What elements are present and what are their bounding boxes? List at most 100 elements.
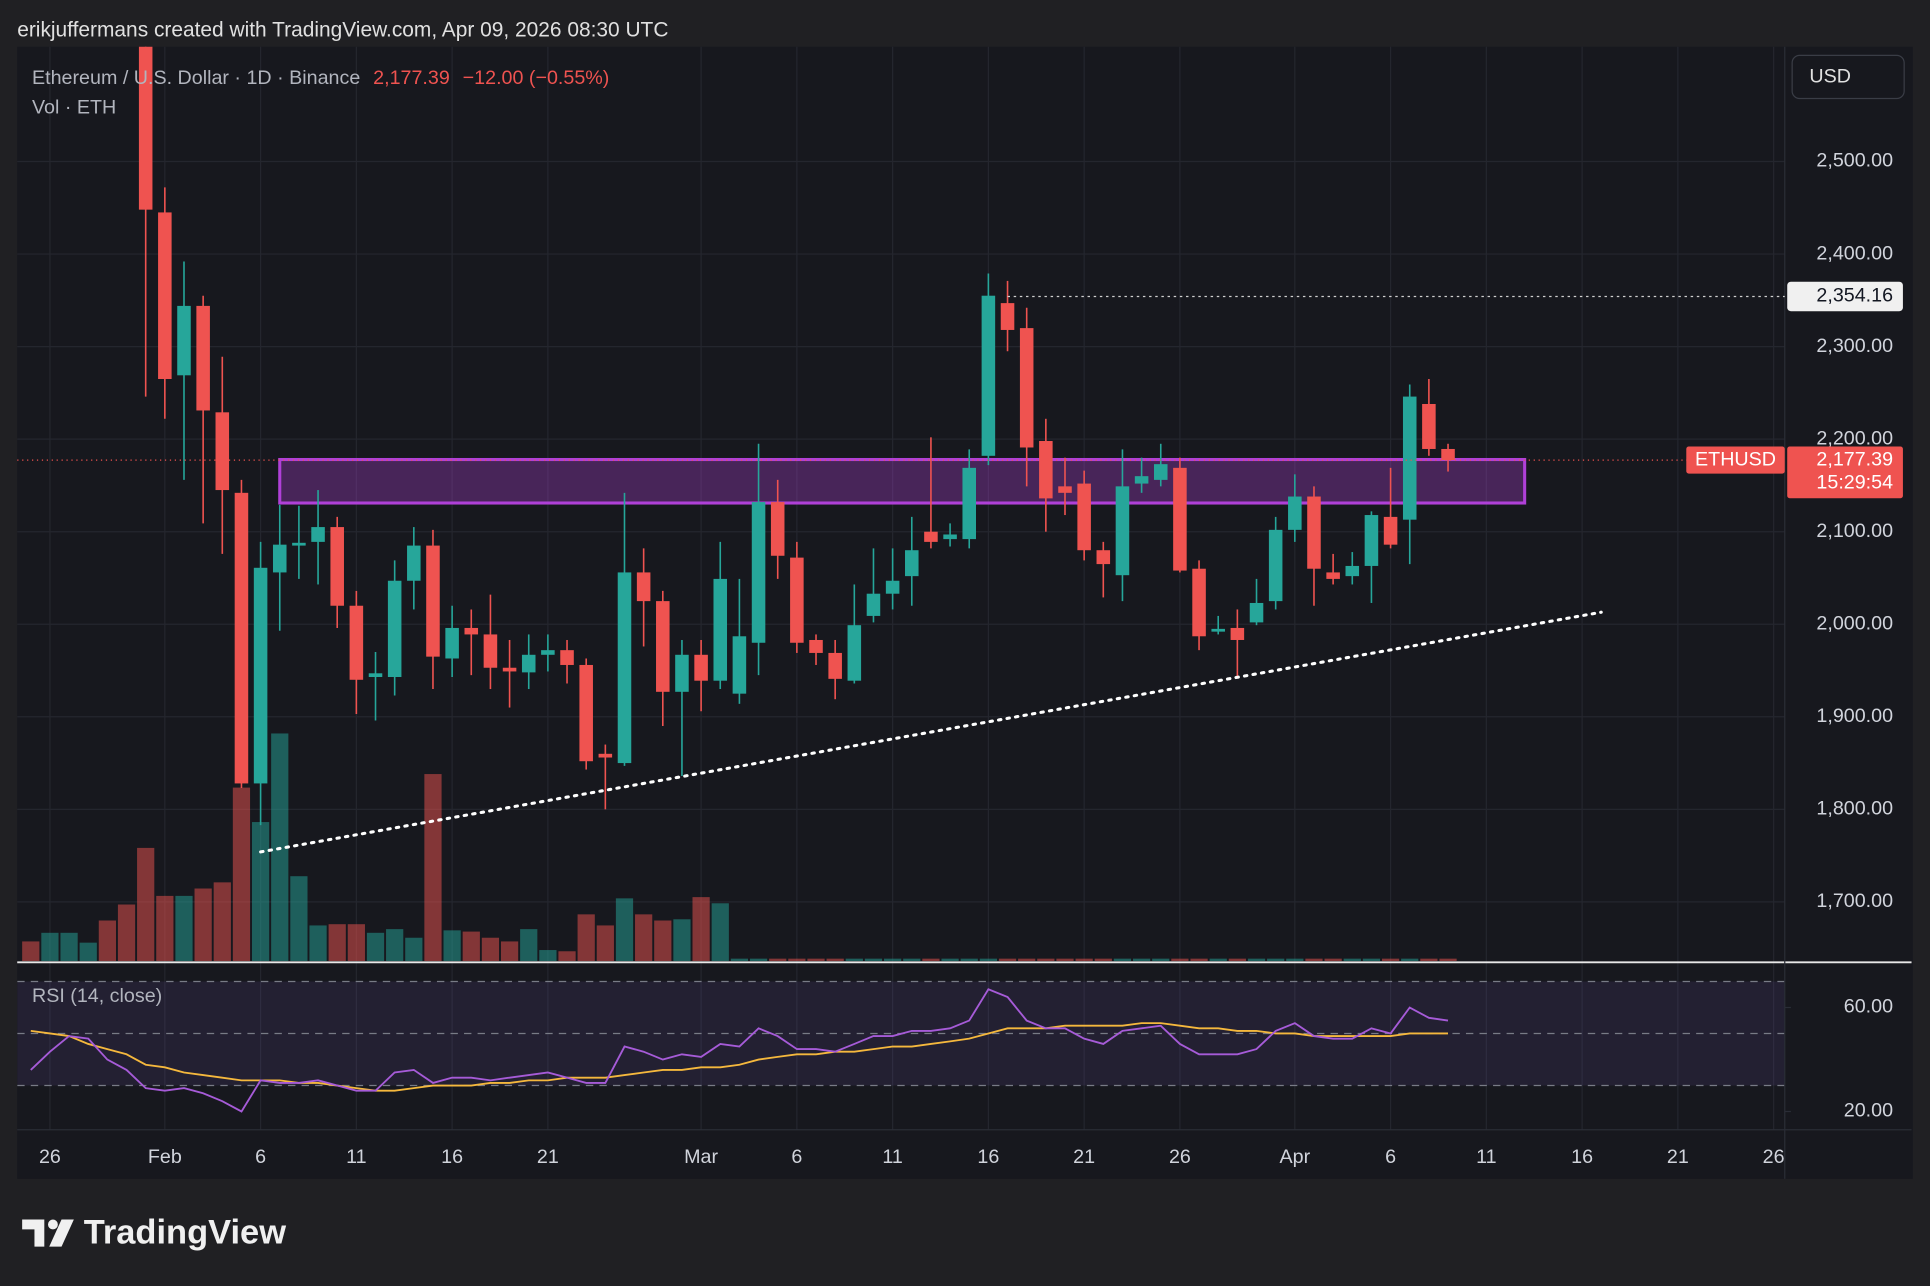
volume-bar [156,895,174,962]
axes: 26 Feb 6 11 16 21 Mar 6 11 16 21 26 Apr 6 11 16 21 26 1,70… [39,150,1893,1168]
candle-body [1402,396,1417,520]
volume-bar [635,914,653,962]
volume-bar [654,920,672,962]
symbol-label: ETHUSD [1695,448,1776,470]
candle-body [464,627,479,635]
volume-bar [615,898,634,962]
candle-body [905,550,919,577]
volume-bar [1228,958,1246,962]
rsi-pane [17,980,1785,1113]
credit: erikjuffermans created with TradingView.… [17,18,668,41]
x-tick-label: 21 [537,1146,559,1168]
x-tick-label: 21 [1667,1146,1689,1168]
candle-body [943,534,957,540]
x-tick-label: 11 [1476,1146,1496,1168]
candle-body [177,305,191,376]
candle-body [828,652,842,679]
volume-bar [175,895,193,962]
candle-body [656,601,670,692]
volume-bar [730,958,749,962]
y-tick-label: 2,400.00 [1816,242,1893,264]
x-tick-label: Mar [684,1146,718,1168]
volume-bar [1420,958,1438,962]
candle-body [1268,529,1283,602]
candle-body [1039,441,1053,499]
volume-bar [251,822,270,962]
candle-body [1364,515,1379,566]
candle-body [579,664,593,762]
candle-body [866,593,881,616]
candle-body [1173,467,1187,571]
volume-bar [1324,958,1342,962]
volume-bar [232,787,251,962]
currency-button[interactable] [1791,54,1905,100]
candle-body [138,46,153,210]
candle-body [1441,448,1455,461]
x-tick-label: Feb [148,1146,182,1168]
candle-body [809,639,823,653]
x-tick-label: 26 [39,1146,61,1168]
volume-bar [290,876,308,962]
candle-body [1153,464,1168,480]
rsi-tick-label: 20.00 [1844,1100,1893,1122]
high-label: 2,354.16 [1816,285,1893,307]
volume-bar [1209,958,1227,962]
candle-body [1383,516,1398,545]
volume-bar [1094,958,1112,962]
candle-body [215,412,230,491]
high-label-box [1787,281,1903,312]
last-price: 2,177.39 [373,67,450,89]
volume-bar [424,774,442,962]
volume-bar [692,897,710,962]
currency[interactable]: USD [1809,66,1851,88]
volume-bar [769,958,787,962]
candle-body [694,654,708,681]
volume-bar [1152,958,1170,962]
x-tick-label: 21 [1073,1146,1095,1168]
candle-body [1058,486,1072,493]
volume-bar [309,925,327,962]
x-tick-label: 16 [441,1146,463,1168]
candle-body [407,545,421,581]
candle-body [541,650,555,655]
candle-body [1230,627,1245,640]
symbol-label-box [1686,446,1785,474]
volume-bar [826,958,844,962]
candle-body [521,654,536,673]
logo-shape [48,1219,58,1230]
candle-body [483,634,498,668]
volume-bar [98,920,116,962]
price-label-box [1787,446,1903,499]
candle-body [1211,628,1225,632]
volume-bar [1171,958,1189,962]
volume-bar [884,958,902,962]
volume-bar [500,941,519,962]
volume-bar [1113,958,1132,962]
volume-bar [1056,958,1074,962]
candle-body [636,572,651,602]
countdown: 15:29:54 [1816,472,1893,494]
rsi-tick-label: 60.00 [1844,996,1893,1018]
candle-body [924,531,938,542]
legend: Ethereum / U.S. Dollar · 1D · Binance 2,… [32,67,609,89]
candle-body [330,527,344,606]
price-pane [138,46,1603,854]
brand-logo [22,1219,74,1247]
volume-bar [711,903,729,962]
x-tick-label: 6 [1385,1146,1396,1168]
x-tick-label: 16 [977,1146,999,1168]
volume-bar [1247,958,1266,962]
volume-bar [807,958,825,962]
candle-body [1115,486,1130,576]
volume-bar [1267,958,1285,962]
volume-bar [941,958,959,962]
volume-pane [22,733,1457,962]
candle-body [292,542,306,546]
candle-body [1422,403,1436,449]
candle-body [502,667,517,672]
y-tick-label: 2,300.00 [1816,335,1893,357]
volume-bar [864,958,883,962]
candle-body [1249,602,1264,623]
volume-bar [462,931,480,962]
x-tick-label: 6 [791,1146,802,1168]
